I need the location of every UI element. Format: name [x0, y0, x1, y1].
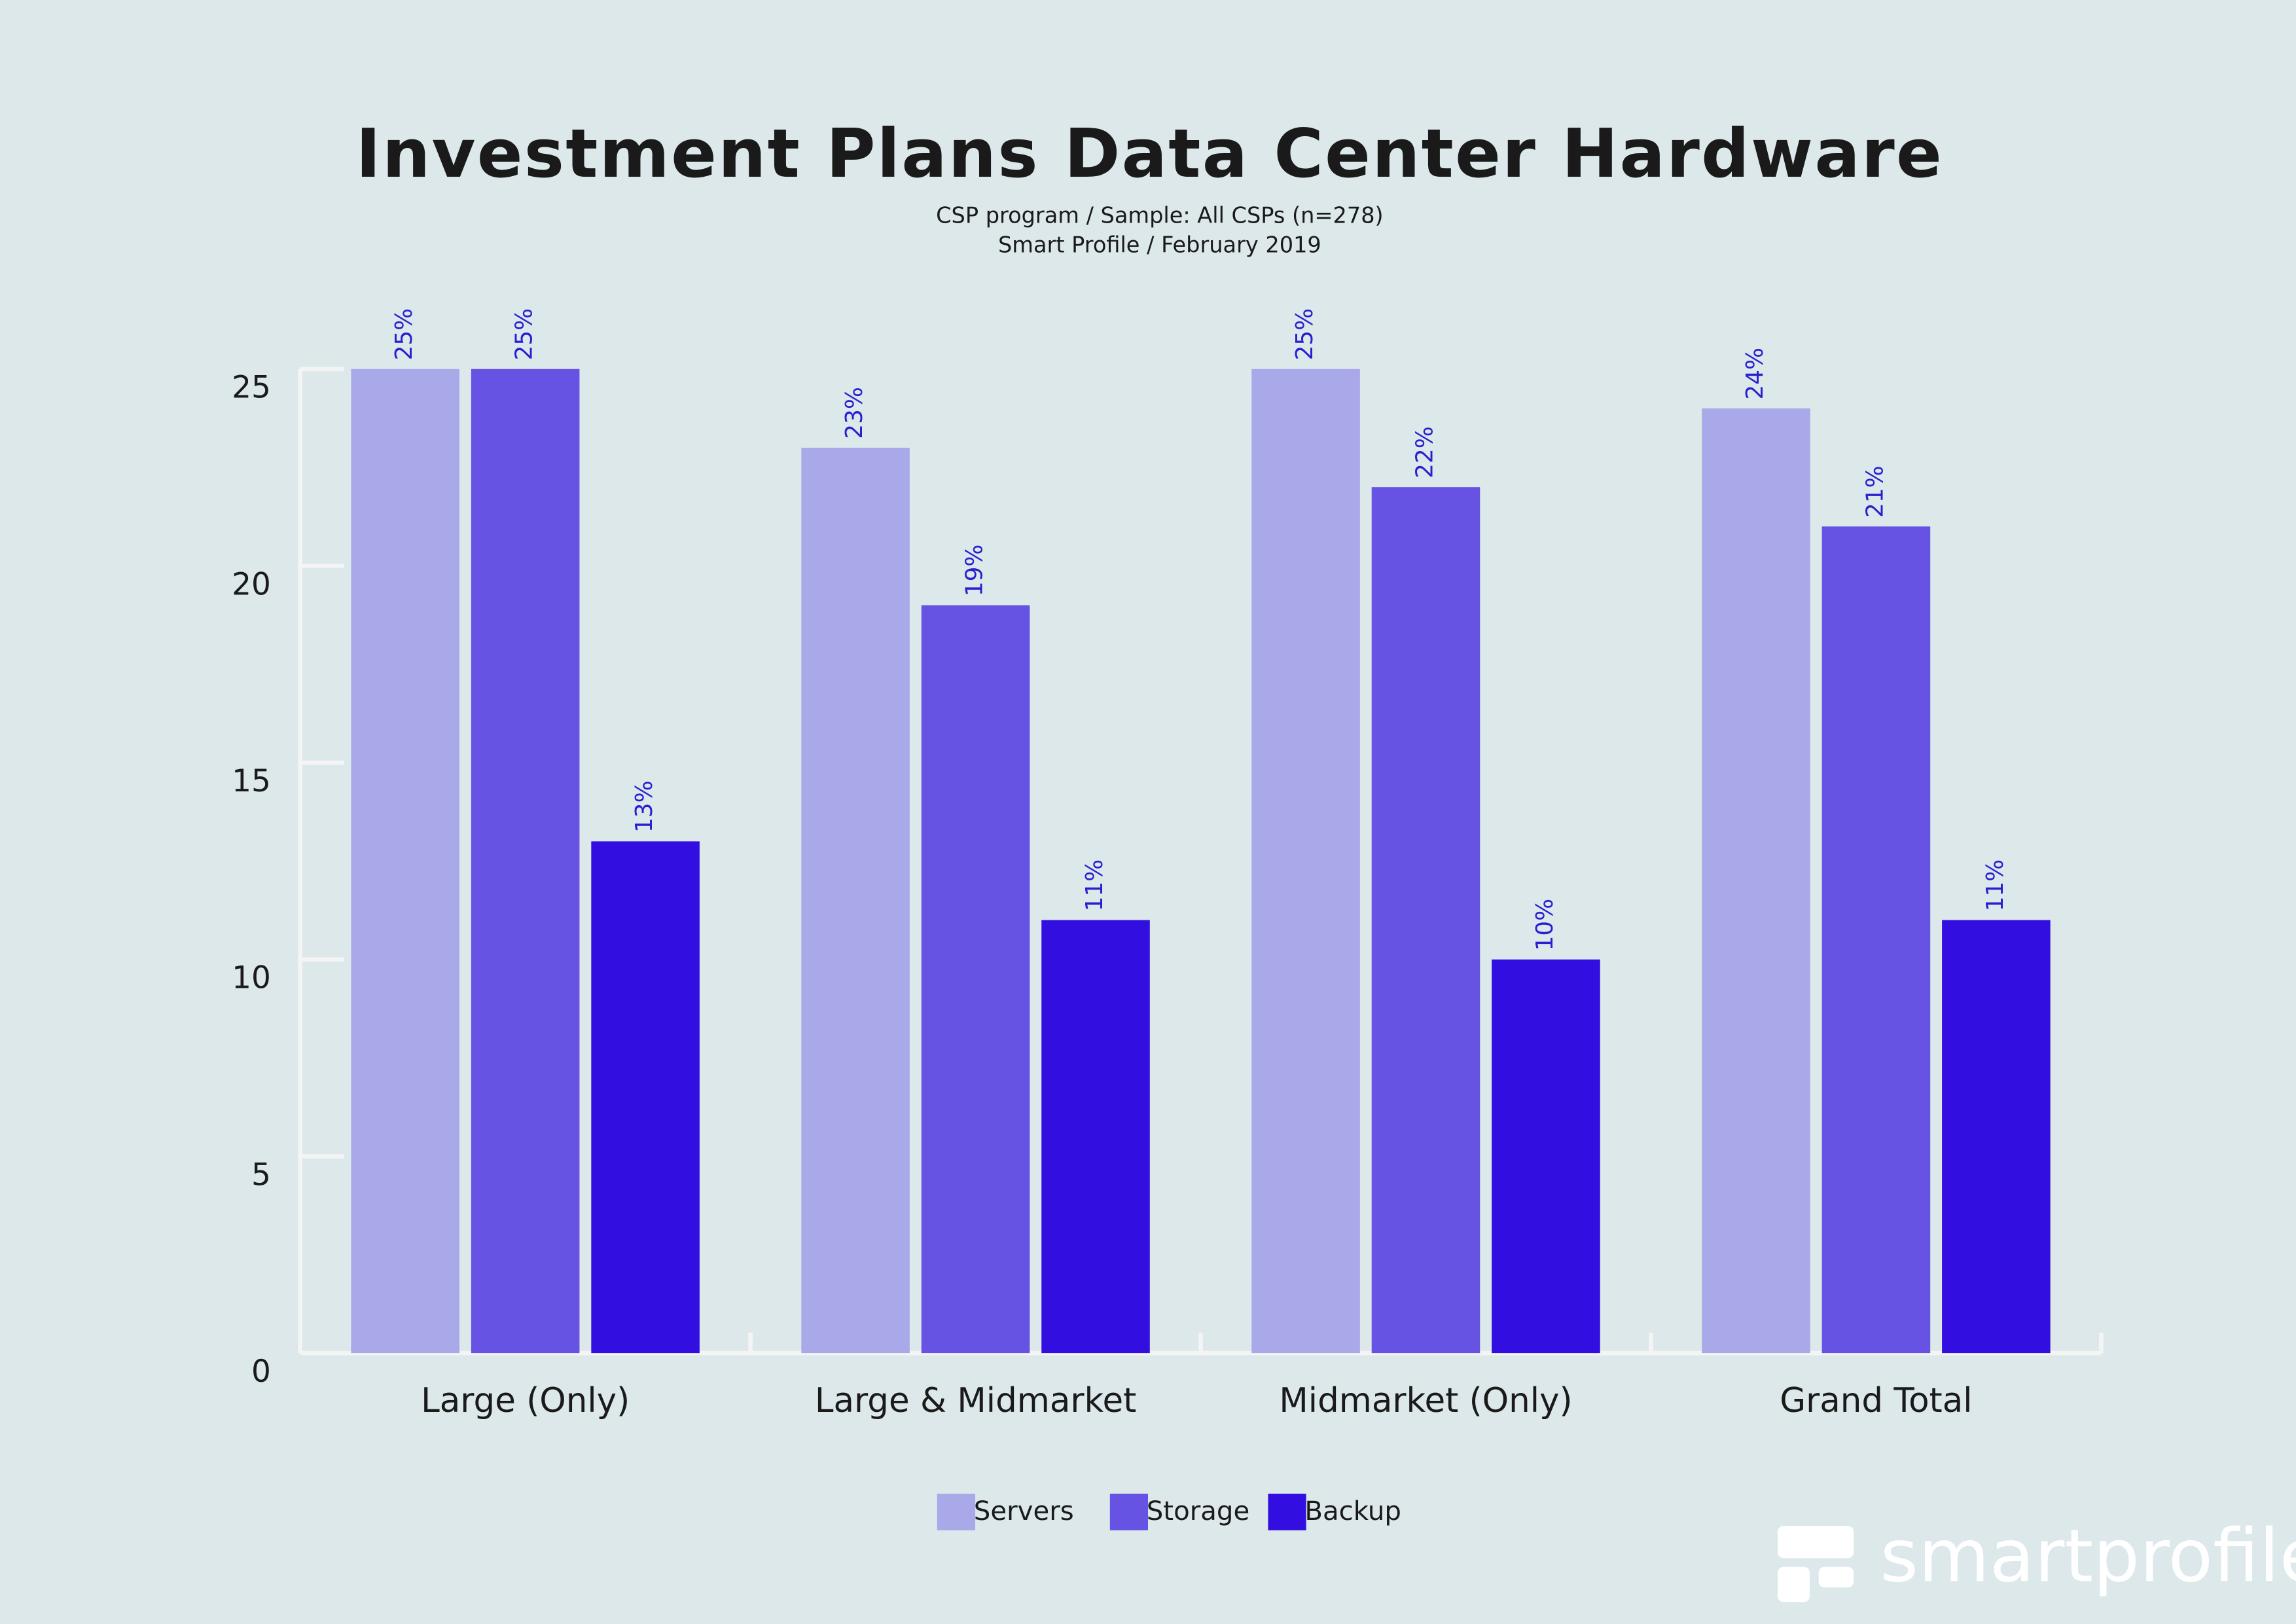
legend-label: Servers: [974, 1496, 1074, 1526]
bar: [591, 841, 700, 1354]
x-tick-label: Grand Total: [1780, 1381, 1972, 1420]
bar: [1371, 487, 1480, 1354]
y-tick-label: 5: [251, 1157, 271, 1193]
value-label: 25%: [511, 308, 538, 361]
value-label: 25%: [391, 308, 418, 361]
logo-icon: [1777, 1526, 1854, 1559]
value-label: 10%: [1532, 899, 1558, 951]
value-label: 13%: [631, 780, 658, 833]
bar: [921, 605, 1030, 1354]
legend-label: Storage: [1147, 1496, 1249, 1526]
value-label: 21%: [1861, 465, 1888, 518]
bar: [1251, 369, 1360, 1354]
value-label: 22%: [1411, 426, 1438, 478]
bar: [801, 448, 910, 1354]
value-label: 24%: [1742, 348, 1768, 400]
bar: [1702, 408, 1810, 1354]
bar: [471, 369, 580, 1354]
legend-swatch: [937, 1493, 976, 1530]
legend-swatch: [1268, 1493, 1306, 1530]
value-label: 11%: [1081, 859, 1108, 912]
y-tick-label: 15: [232, 763, 271, 799]
bar: [1492, 959, 1600, 1354]
legend: Servers Storage Backup: [937, 1493, 1401, 1530]
bar: [351, 369, 459, 1354]
y-tick-label: 20: [232, 566, 271, 602]
x-tick-label: Large (Only): [421, 1381, 630, 1420]
x-tick-label: Large & Midmarket: [815, 1381, 1136, 1420]
value-label: 19%: [961, 545, 988, 597]
bar: [1942, 920, 2051, 1354]
logo-icon: [1818, 1566, 1854, 1588]
chart-subtitle: CSP program / Sample: All CSPs (n=278): [936, 203, 1384, 228]
value-label: 23%: [841, 387, 868, 439]
y-tick-label: 0: [251, 1354, 271, 1390]
bar: [1821, 526, 1931, 1354]
bar: [1041, 920, 1150, 1354]
x-tick-label: Midmarket (Only): [1279, 1381, 1572, 1420]
logo: smartprofile: [1777, 1514, 2296, 1602]
value-label: 25%: [1291, 308, 1318, 361]
chart-subtitle: Smart Profile / February 2019: [998, 232, 1321, 257]
logo-icon: [1777, 1566, 1810, 1602]
logo-text: smartprofile: [1880, 1514, 2296, 1599]
legend-swatch: [1109, 1493, 1148, 1530]
y-tick-label: 10: [232, 960, 271, 996]
chart-title: Investment Plans Data Center Hardware: [355, 115, 1943, 193]
legend-label: Backup: [1304, 1496, 1401, 1526]
y-tick-label: 25: [232, 370, 271, 406]
value-label: 11%: [1982, 859, 2009, 912]
